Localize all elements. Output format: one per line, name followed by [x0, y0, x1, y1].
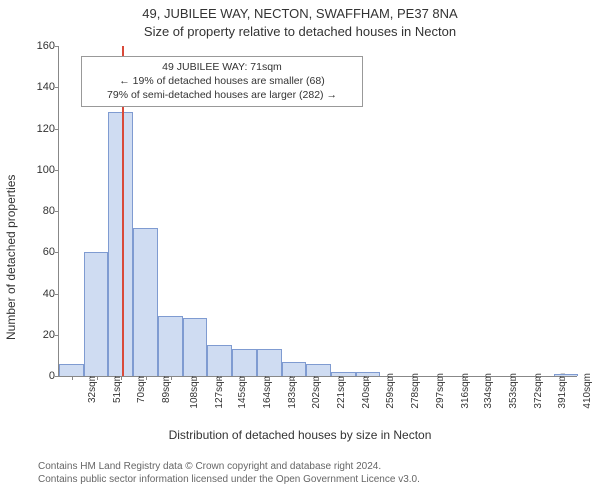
x-tick-mark [219, 376, 220, 380]
y-tick-label: 80 [27, 205, 55, 217]
x-tick-mark [97, 376, 98, 380]
x-tick-mark [244, 376, 245, 380]
chart-address-title: 49, JUBILEE WAY, NECTON, SWAFFHAM, PE37 … [0, 6, 600, 21]
histogram-bar [84, 252, 109, 376]
y-tick-mark [55, 294, 59, 295]
histogram-bar [554, 374, 579, 376]
annotation-box: 49 JUBILEE WAY: 71sqm ← 19% of detached h… [81, 56, 363, 107]
x-tick-mark [442, 376, 443, 380]
x-tick-label: 278sqm [410, 373, 421, 409]
plot-area: 02040608010012014016032sqm51sqm70sqm89sq… [58, 46, 577, 377]
histogram-bar [59, 364, 84, 376]
x-tick-mark [564, 376, 565, 380]
x-tick-label: 240sqm [361, 373, 372, 409]
x-tick-label: 391sqm [557, 373, 568, 409]
histogram-bar [356, 372, 381, 376]
x-tick-label: 221sqm [336, 373, 347, 409]
histogram-bar [158, 316, 183, 376]
x-tick-mark [269, 376, 270, 380]
y-tick-mark [55, 170, 59, 171]
x-tick-mark [490, 376, 491, 380]
y-tick-label: 20 [27, 329, 55, 341]
x-tick-mark [417, 376, 418, 380]
x-tick-mark [146, 376, 147, 380]
x-tick-mark [515, 376, 516, 380]
histogram-bar [331, 372, 356, 376]
y-tick-label: 40 [27, 288, 55, 300]
x-tick-mark [196, 376, 197, 380]
annotation-line1: 49 JUBILEE WAY: 71sqm [162, 61, 282, 73]
x-tick-mark [171, 376, 172, 380]
x-axis-label: Distribution of detached houses by size … [0, 428, 600, 442]
x-tick-label: 410sqm [582, 373, 593, 409]
annotation-line2: ← 19% of detached houses are smaller (68… [119, 75, 324, 87]
histogram-bar [133, 228, 158, 377]
y-tick-label: 140 [27, 81, 55, 93]
annotation-line3: 79% of semi-detached houses are larger (… [107, 89, 337, 101]
y-tick-mark [55, 335, 59, 336]
x-tick-mark [539, 376, 540, 380]
histogram-bar [257, 349, 282, 376]
histogram-bar [232, 349, 257, 376]
x-tick-mark [121, 376, 122, 380]
x-tick-mark [392, 376, 393, 380]
footer-line1: Contains HM Land Registry data © Crown c… [38, 461, 381, 472]
y-tick-label: 120 [27, 123, 55, 135]
y-tick-mark [55, 46, 59, 47]
histogram-bar [306, 364, 331, 376]
x-tick-label: 145sqm [237, 373, 248, 409]
x-tick-mark [318, 376, 319, 380]
histogram-bar [207, 345, 232, 376]
x-tick-mark [293, 376, 294, 380]
y-tick-label: 100 [27, 164, 55, 176]
x-tick-label: 259sqm [385, 373, 396, 409]
y-tick-mark [55, 211, 59, 212]
histogram-bar [282, 362, 307, 376]
x-tick-label: 164sqm [262, 373, 273, 409]
property-size-chart: 49, JUBILEE WAY, NECTON, SWAFFHAM, PE37 … [0, 0, 600, 500]
y-tick-mark [55, 129, 59, 130]
x-tick-label: 297sqm [435, 373, 446, 409]
x-tick-label: 183sqm [286, 373, 297, 409]
x-tick-label: 372sqm [532, 373, 543, 409]
x-tick-mark [367, 376, 368, 380]
x-tick-label: 334sqm [483, 373, 494, 409]
x-tick-mark [72, 376, 73, 380]
y-tick-label: 0 [27, 370, 55, 382]
x-tick-label: 353sqm [508, 373, 519, 409]
y-tick-label: 160 [27, 40, 55, 52]
x-tick-label: 202sqm [311, 373, 322, 409]
x-tick-mark [465, 376, 466, 380]
y-axis-label: Number of detached properties [4, 175, 18, 340]
x-tick-label: 108sqm [189, 373, 200, 409]
y-tick-label: 60 [27, 246, 55, 258]
x-tick-mark [343, 376, 344, 380]
histogram-bar [183, 318, 208, 376]
chart-subtitle: Size of property relative to detached ho… [0, 24, 600, 39]
y-tick-mark [55, 252, 59, 253]
y-tick-mark [55, 376, 59, 377]
y-tick-mark [55, 87, 59, 88]
footer-line2: Contains public sector information licen… [38, 474, 420, 485]
chart-footer: Contains HM Land Registry data © Crown c… [38, 460, 590, 486]
